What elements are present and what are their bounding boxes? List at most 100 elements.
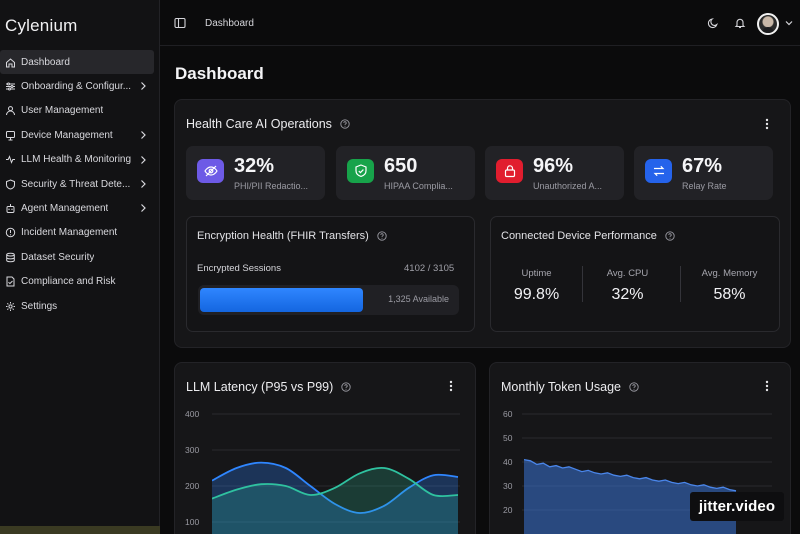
stat-value: 67% xyxy=(682,155,723,177)
chevron-right-icon[interactable] xyxy=(139,203,147,213)
file-check-icon xyxy=(5,276,16,287)
sidebar-item[interactable]: Device Management xyxy=(0,123,160,147)
y-tick-label: 300 xyxy=(185,445,200,455)
metric-label: Avg. CPU xyxy=(606,268,649,279)
metric-value: 32% xyxy=(611,286,644,303)
operations-menu-icon[interactable] xyxy=(765,118,769,130)
sidebar-item[interactable]: Onboarding & Configur... xyxy=(0,74,160,98)
latency-menu-icon[interactable] xyxy=(449,380,453,392)
sidebar-item[interactable]: Security & Threat Dete... xyxy=(0,172,160,196)
metric-value: 99.8% xyxy=(513,286,560,303)
sidebar-toggle-icon[interactable] xyxy=(174,17,186,29)
stat-value: 96% xyxy=(533,155,574,177)
series-line xyxy=(212,466,459,500)
sidebar-item[interactable]: Settings xyxy=(0,294,160,318)
breadcrumb[interactable]: Dashboard xyxy=(205,18,254,29)
series-area xyxy=(212,462,458,534)
shield-check-icon xyxy=(347,159,374,183)
moon-icon[interactable] xyxy=(707,17,719,29)
sidebar-item-label: Compliance and Risk xyxy=(21,276,116,288)
stat-label: HIPAA Complia... xyxy=(384,181,453,191)
metric-label: Avg. Memory xyxy=(701,268,758,279)
top-bar: Dashboard xyxy=(160,0,800,46)
help-icon[interactable] xyxy=(341,382,351,392)
stat-label: PHI/PII Redactio... xyxy=(234,181,309,191)
device-performance-title: Connected Device Performance xyxy=(501,230,675,242)
device-icon xyxy=(5,130,16,141)
y-tick-label: 30 xyxy=(503,481,513,491)
sidebar-item-label: User Management xyxy=(21,105,104,117)
y-tick-label: 400 xyxy=(185,409,200,419)
sidebar-item[interactable]: Agent Management xyxy=(0,196,160,220)
sidebar-item[interactable]: Dataset Security xyxy=(0,245,160,269)
sidebar-nav: Dashboard Onboarding & Configur... User Ma… xyxy=(0,50,160,318)
lock-icon xyxy=(496,159,523,183)
sidebar-item[interactable]: Compliance and Risk xyxy=(0,270,160,294)
device-performance-title-text: Connected Device Performance xyxy=(501,230,657,242)
latency-chart xyxy=(212,413,460,534)
chevron-right-icon[interactable] xyxy=(139,179,147,189)
token-title-text: Monthly Token Usage xyxy=(501,380,621,394)
latency-panel xyxy=(174,362,476,534)
y-tick-label: 40 xyxy=(503,457,513,467)
chevron-down-icon[interactable] xyxy=(785,20,793,26)
chevron-right-icon[interactable] xyxy=(139,155,147,165)
sliders-icon xyxy=(5,81,16,92)
sidebar-item-label: Dashboard xyxy=(21,56,70,68)
encryption-title: Encryption Health (FHIR Transfers) xyxy=(197,230,387,242)
device-metric: Uptime 99.8% xyxy=(489,268,584,304)
help-icon[interactable] xyxy=(340,119,350,129)
sidebar-item-label: Agent Management xyxy=(21,203,109,215)
gear-icon xyxy=(5,301,16,312)
sidebar: Cylenium Dashboard Onboarding & Configur.… xyxy=(0,0,160,534)
available-sessions-text: 1,325 Available xyxy=(388,294,449,304)
latency-title: LLM Latency (P95 vs P99) xyxy=(186,380,351,394)
metric-divider xyxy=(582,266,583,302)
y-tick-label: 100 xyxy=(185,517,200,527)
bell-icon[interactable] xyxy=(734,17,746,29)
sidebar-item[interactable]: LLM Health & Monitoring xyxy=(0,148,160,172)
metric-divider xyxy=(680,266,681,302)
sidebar-item-label: Settings xyxy=(21,300,58,312)
encrypted-sessions-count: 4102 / 3105 xyxy=(404,263,455,274)
sidebar-item[interactable]: User Management xyxy=(0,99,160,123)
encryption-progress-fill xyxy=(200,288,364,312)
stat-card: 32% PHI/PII Redactio... xyxy=(186,146,325,200)
stat-value: 650 xyxy=(384,155,418,177)
token-menu-icon[interactable] xyxy=(765,380,769,392)
pulse-icon xyxy=(5,154,16,165)
swap-icon xyxy=(645,159,672,183)
encrypted-sessions-label: Encrypted Sessions xyxy=(197,263,281,274)
series-line xyxy=(523,458,737,492)
sidebar-item-label: LLM Health & Monitoring xyxy=(21,154,132,166)
watermark-logo: jitter.video xyxy=(690,492,784,521)
avatar[interactable] xyxy=(757,13,779,35)
sidebar-item-label: Security & Threat Dete... xyxy=(21,178,131,190)
help-icon[interactable] xyxy=(629,382,639,392)
device-metric: Avg. CPU 32% xyxy=(580,268,675,304)
chevron-right-icon[interactable] xyxy=(139,81,147,91)
sidebar-item[interactable]: Incident Management xyxy=(0,221,160,245)
sidebar-item[interactable]: Dashboard xyxy=(0,50,154,75)
y-tick-label: 50 xyxy=(503,433,513,443)
y-tick-label: 60 xyxy=(503,409,513,419)
help-icon[interactable] xyxy=(665,231,675,241)
sidebar-item-label: Dataset Security xyxy=(21,251,95,263)
token-title: Monthly Token Usage xyxy=(501,380,639,394)
help-icon[interactable] xyxy=(377,231,387,241)
operations-title: Health Care AI Operations xyxy=(186,117,350,131)
sidebar-item-label: Incident Management xyxy=(21,227,118,239)
encryption-title-text: Encryption Health (FHIR Transfers) xyxy=(197,230,369,242)
home-icon xyxy=(5,57,16,68)
stat-card: 96% Unauthorized A... xyxy=(485,146,624,200)
eye-off-icon xyxy=(197,159,224,183)
alert-icon xyxy=(5,227,16,238)
device-performance-card xyxy=(490,216,780,332)
stat-card: 67% Relay Rate xyxy=(634,146,773,200)
sidebar-footer-strip xyxy=(0,526,160,534)
bot-icon xyxy=(5,203,16,214)
brand-logo: Cylenium xyxy=(5,16,78,35)
chevron-right-icon[interactable] xyxy=(139,130,147,140)
shield-icon xyxy=(5,179,16,190)
metric-label: Uptime xyxy=(521,268,552,279)
